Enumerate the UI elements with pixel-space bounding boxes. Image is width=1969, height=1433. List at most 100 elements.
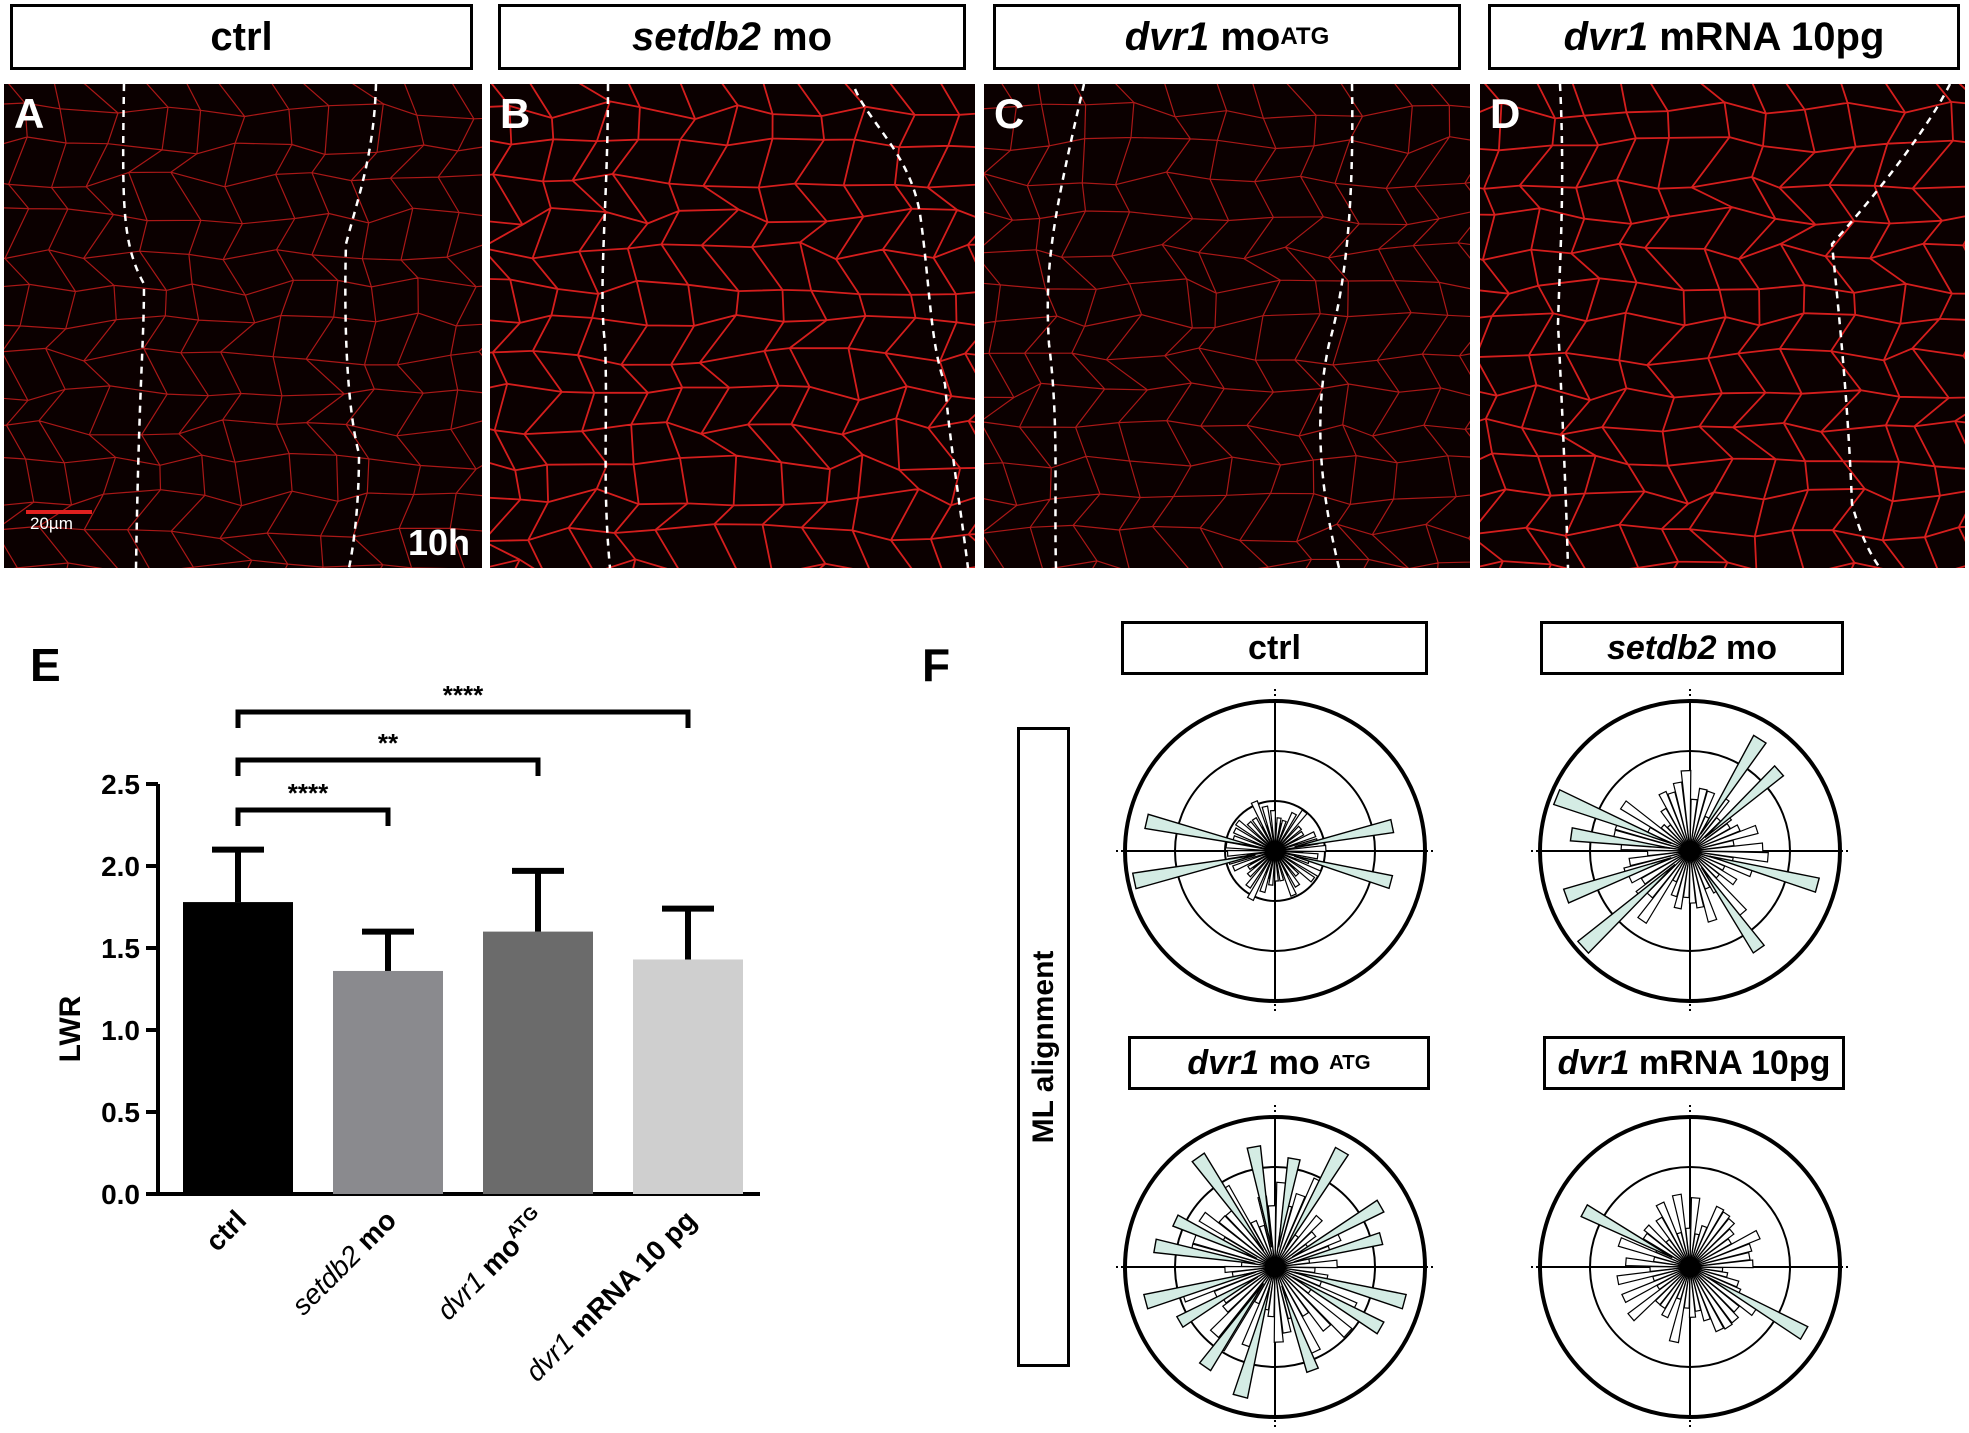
- rose-bar-highlight: [1171, 1214, 1258, 1260]
- rose-bar-highlight: [1284, 1146, 1350, 1251]
- middle-ring: [1174, 1166, 1376, 1368]
- rose-title-dvr1-mrna-suffix: mRNA 10pg: [1638, 1043, 1831, 1082]
- bar-4: [633, 959, 743, 1194]
- rose-bar-highlight: [1131, 854, 1256, 890]
- header-ctrl-label: ctrl: [210, 14, 273, 59]
- panel-letter-c: C: [994, 90, 1025, 137]
- rose-bar-highlight: [1552, 788, 1672, 845]
- micrograph-a: A 20µm 10h: [4, 84, 482, 568]
- notochord-boundary-lines: [1046, 84, 1354, 568]
- rose-bar-highlight: [1277, 1156, 1301, 1248]
- rose-plot-ctrl: [1115, 689, 1435, 1011]
- rose-bar: [1259, 850, 1276, 894]
- rose-title-dvr1-mo-suffix: mo: [1268, 1043, 1320, 1082]
- rose-bar: [1637, 850, 1691, 925]
- significance-label: **: [378, 728, 399, 758]
- rose-bar: [1250, 799, 1276, 852]
- notochord-boundary-lines: [1556, 84, 1952, 568]
- y-tick-label: 1.0: [101, 1015, 140, 1046]
- y-tick-label: 1.5: [101, 933, 140, 964]
- significance-label: ****: [443, 680, 484, 710]
- significance-bracket: [235, 757, 541, 776]
- rose-bar: [1231, 850, 1276, 872]
- outer-ring: [1123, 699, 1427, 1003]
- rose-title-setdb2: setdb2 mo: [1540, 621, 1844, 675]
- rose-bar: [1269, 809, 1277, 852]
- notochord-boundary-lines: [121, 84, 378, 568]
- scale-bar-label: 20µm: [30, 514, 73, 533]
- cell-membrane-mesh: [1480, 84, 1965, 568]
- significance-bracket: [235, 807, 391, 826]
- rose-bar-highlight: [1294, 1231, 1384, 1263]
- header-dvr1-mrna-suffix: mRNA 10pg: [1659, 14, 1885, 59]
- rose-bar: [1234, 819, 1276, 852]
- cell-membrane-mesh: [490, 84, 975, 568]
- notochord-boundary-lines: [601, 84, 970, 568]
- rose-title-dvr1-mo-sup: ATG: [1329, 1051, 1371, 1074]
- outer-ring: [1123, 1115, 1427, 1419]
- middle-ring: [1589, 750, 1791, 952]
- rose-bar: [1274, 1266, 1316, 1274]
- header-setdb2-suffix: mo: [772, 14, 833, 59]
- x-tick-label: ctrl: [200, 1204, 253, 1257]
- rose-bar: [1274, 1266, 1353, 1339]
- rose-bar-highlight: [1704, 764, 1785, 839]
- rose-bar-highlight: [1294, 818, 1395, 848]
- rose-bar-highlight: [1153, 1238, 1256, 1265]
- label-gene: setdb2: [286, 1234, 373, 1321]
- rose-title-ctrl: ctrl: [1121, 621, 1428, 675]
- rose-bar: [1274, 844, 1327, 853]
- significance-bracket: [235, 709, 691, 728]
- y-axis-label: LWR: [54, 995, 87, 1062]
- panel-letter-d: D: [1490, 90, 1521, 137]
- outer-ring: [1538, 1115, 1842, 1419]
- panel-letter-e: E: [30, 639, 61, 691]
- rose-plot-setdb2: [1530, 689, 1850, 1011]
- rose-bar: [1274, 850, 1298, 898]
- rose-bar-highlight: [1569, 826, 1671, 849]
- cell-membrane-mesh: [984, 84, 1470, 568]
- rose-bar: [1246, 820, 1276, 852]
- rose-bar-highlight: [1291, 1276, 1385, 1335]
- rose-bar-highlight: [1699, 734, 1768, 835]
- panel-letter-b: B: [500, 90, 531, 137]
- rose-bar: [1689, 850, 1769, 863]
- rose-bar: [1274, 850, 1322, 878]
- rose-plot-dvr1-mrna: [1530, 1105, 1850, 1429]
- rose-bar-highlight: [1562, 857, 1672, 904]
- membrane-network: [490, 84, 975, 568]
- middle-ring: [1589, 1166, 1791, 1368]
- y-tick-label: 0.5: [101, 1097, 140, 1128]
- rose-center: [1680, 1257, 1700, 1277]
- rose-bar-highlight: [1291, 1199, 1385, 1258]
- x-tick-label: dvr1 mRNA 10 pg: [519, 1204, 702, 1387]
- rose-bar-highlight: [1232, 1286, 1271, 1400]
- rose-title-setdb2-suffix: mo: [1726, 628, 1778, 667]
- rose-bar: [1274, 809, 1308, 852]
- ml-alignment-label: ML alignment: [1027, 950, 1060, 1144]
- rose-bar: [1274, 850, 1301, 888]
- significance-label: ****: [288, 778, 329, 808]
- rose-bar-highlight: [1191, 1152, 1265, 1252]
- header-dvr1-mo-gene: dvr1: [1124, 14, 1210, 59]
- rose-bar-highlight: [1198, 1282, 1265, 1372]
- rose-bar: [1261, 805, 1276, 852]
- cell-membrane-mesh: [4, 84, 482, 568]
- header-dvr1-mo-sup: ATG: [1280, 23, 1330, 50]
- rose-bar: [1226, 849, 1276, 857]
- middle-ring: [1174, 750, 1376, 952]
- micrograph-b: B: [490, 84, 975, 568]
- rose-bar: [1251, 816, 1276, 852]
- rose-title-dvr1-mo-gene: dvr1: [1187, 1043, 1260, 1082]
- rose-center: [1680, 841, 1700, 861]
- header-dvr1-mo: dvr1 mo ATG: [993, 4, 1461, 70]
- rose-bar-highlight: [1700, 866, 1766, 954]
- bar-1: [183, 902, 293, 1194]
- membrane-network: [1480, 84, 1965, 568]
- bar-2: [333, 970, 443, 1194]
- rose-title-dvr1-mrna: dvr1 mRNA 10pg: [1543, 1036, 1845, 1090]
- micrograph-c: C: [984, 84, 1470, 568]
- rose-title-ctrl-text: ctrl: [1248, 628, 1301, 667]
- rose-bar: [1274, 850, 1316, 883]
